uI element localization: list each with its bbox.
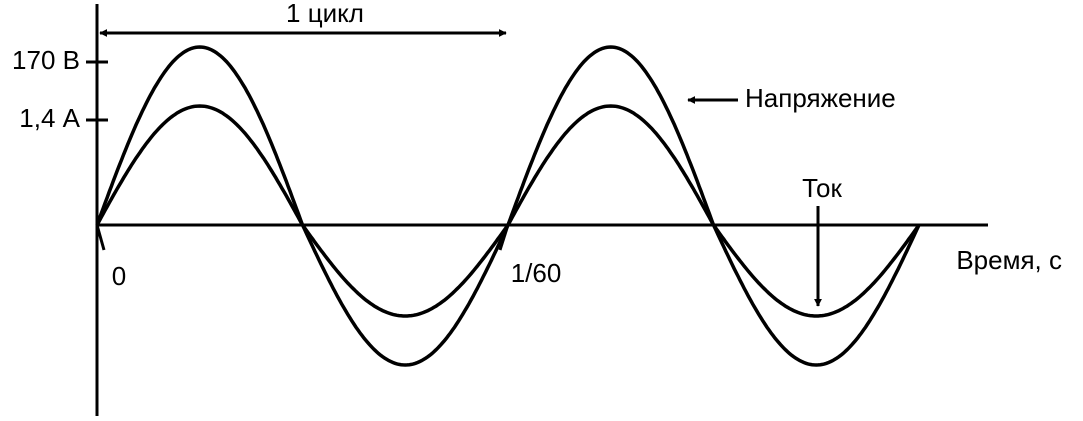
- voltage-label: Напряжение: [745, 83, 896, 113]
- tick: [95, 224, 106, 251]
- current-label: Ток: [802, 173, 842, 203]
- current-peak-label: 1,4 А: [19, 103, 80, 133]
- cycle-label: 1 цикл: [286, 0, 364, 28]
- origin-label: 0: [112, 261, 126, 291]
- period-label: 1/60: [511, 258, 562, 288]
- current-wave: [95, 104, 921, 318]
- x-axis-label: Время, с: [956, 245, 1062, 275]
- voltage-peak-label: 170 В: [12, 45, 80, 75]
